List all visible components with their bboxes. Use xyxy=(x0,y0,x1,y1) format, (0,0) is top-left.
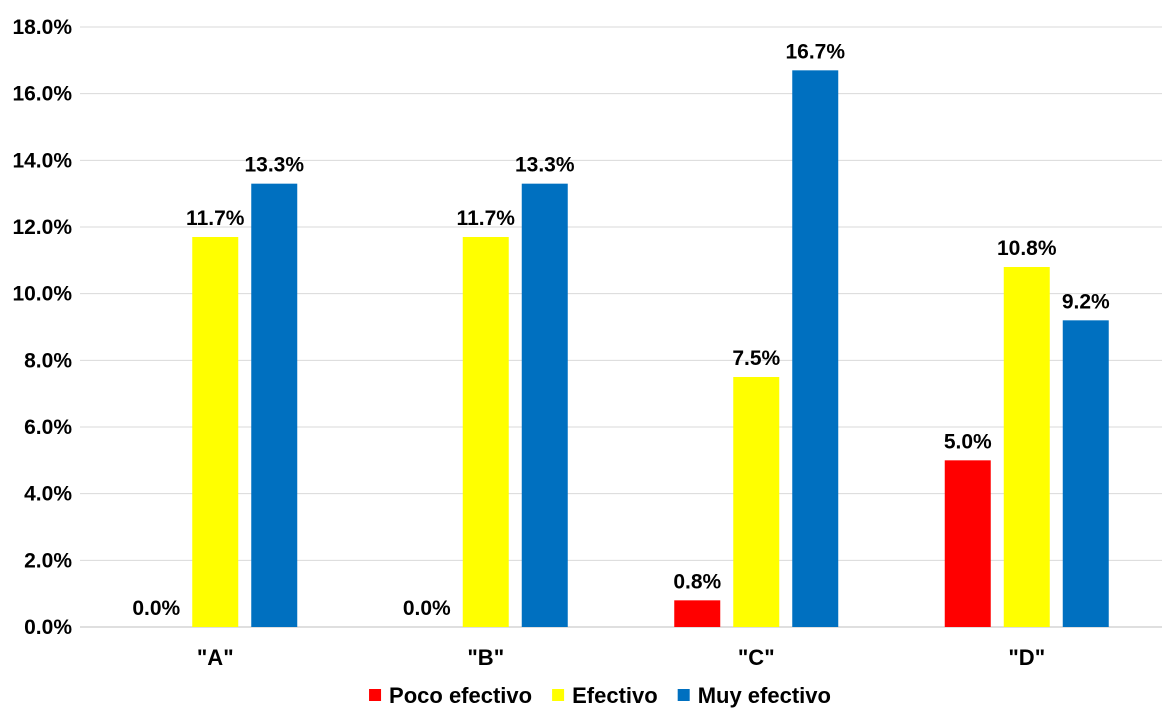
x-tick-label: "B" xyxy=(467,645,504,670)
data-label: 7.5% xyxy=(732,347,780,370)
legend-label: Poco efectivo xyxy=(389,683,532,708)
data-label: 11.7% xyxy=(186,207,245,230)
bar xyxy=(1062,320,1109,627)
legend-swatch xyxy=(552,689,565,701)
x-axis: "A" "B" "C" "D" xyxy=(197,645,1045,670)
bar xyxy=(733,377,780,627)
legend-label: Efectivo xyxy=(572,683,658,708)
legend: Poco efectivo Efectivo Muy efectivo xyxy=(369,683,831,708)
y-tick-label: 16.0% xyxy=(12,83,72,106)
y-tick-label: 2.0% xyxy=(24,549,72,572)
y-tick-label: 12.0% xyxy=(12,216,72,239)
data-label: 13.3% xyxy=(515,154,575,177)
data-label: 10.8% xyxy=(997,237,1057,260)
data-label: 0.0% xyxy=(403,597,451,620)
data-label: 16.7% xyxy=(785,40,845,63)
y-axis: 0.0% 2.0% 4.0% 6.0% 8.0% 10.0% 12.0% 14.0% 16.0%… xyxy=(12,16,72,639)
bar xyxy=(1003,267,1050,627)
bar xyxy=(674,600,721,627)
bar xyxy=(792,70,839,628)
data-label: 5.0% xyxy=(944,430,992,453)
bars xyxy=(192,70,1109,628)
bar xyxy=(251,183,298,627)
y-tick-label: 0.0% xyxy=(24,616,72,639)
y-tick-label: 8.0% xyxy=(24,349,72,372)
legend-label: Muy efectivo xyxy=(698,683,831,708)
data-labels: 0.0% 11.7% 13.3% 0.0% 11.7% 13.3% 0.8% 7.5% 16.7… xyxy=(132,40,1110,620)
x-tick-label: "D" xyxy=(1008,645,1045,670)
bar xyxy=(521,183,568,627)
y-tick-label: 6.0% xyxy=(24,416,72,439)
data-label: 11.7% xyxy=(457,207,516,230)
bar xyxy=(462,237,509,627)
x-tick-label: "C" xyxy=(738,645,775,670)
bar xyxy=(192,237,239,627)
y-tick-label: 14.0% xyxy=(12,149,72,172)
data-label: 13.3% xyxy=(244,154,304,177)
gridlines xyxy=(80,26,1162,628)
data-label: 9.2% xyxy=(1062,290,1110,313)
data-label: 0.0% xyxy=(132,597,180,620)
y-tick-label: 10.0% xyxy=(12,283,72,306)
legend-swatch xyxy=(677,689,690,701)
legend-swatch xyxy=(369,689,382,701)
y-tick-label: 4.0% xyxy=(24,483,72,506)
bar xyxy=(944,460,991,627)
data-label: 0.8% xyxy=(673,570,721,593)
x-tick-label: "A" xyxy=(197,645,234,670)
y-tick-label: 18.0% xyxy=(12,16,72,39)
